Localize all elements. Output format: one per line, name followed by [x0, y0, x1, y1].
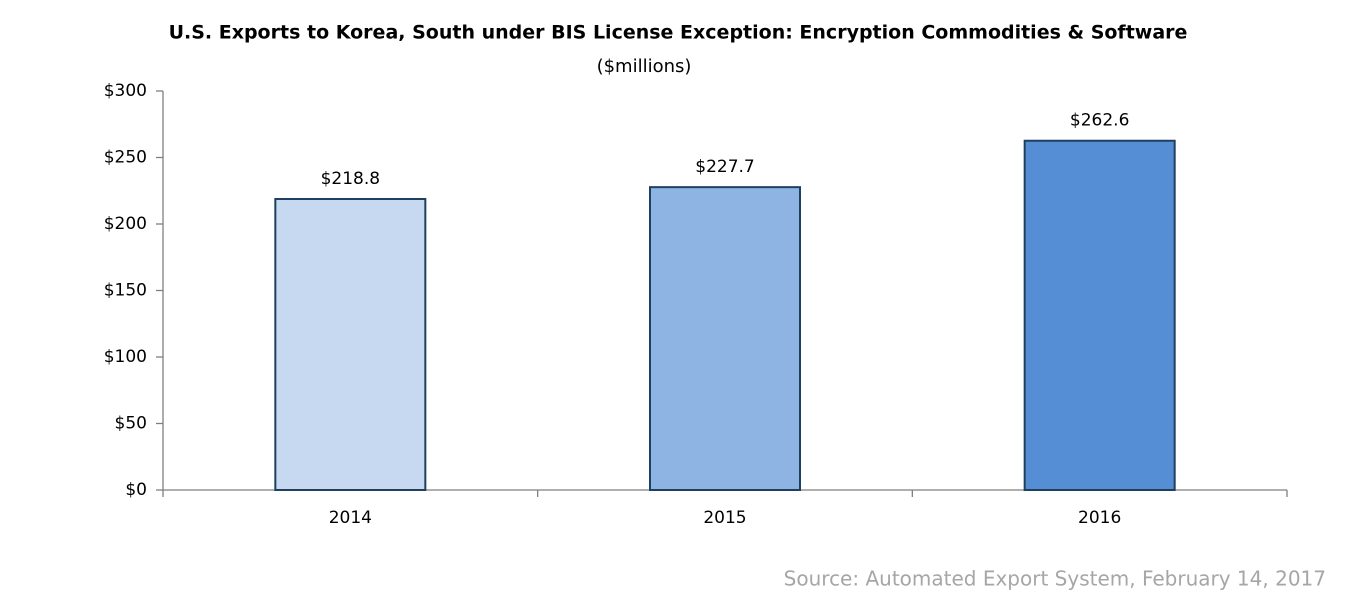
data-label: $262.6 — [1070, 111, 1129, 131]
source-note: Source: Automated Export System, Februar… — [784, 567, 1326, 591]
y-tick-label: $250 — [104, 148, 147, 168]
chart-title: U.S. Exports to Korea, South under BIS L… — [169, 22, 1188, 44]
y-tick-label: $100 — [104, 347, 147, 367]
y-tick-label: $200 — [104, 214, 147, 234]
y-tick-label: $0 — [125, 480, 147, 500]
data-label: $227.7 — [695, 157, 754, 177]
x-tick-label: 2014 — [329, 508, 372, 528]
chart-subtitle: ($millions) — [597, 56, 692, 77]
bar — [649, 186, 801, 491]
x-tick-label: 2016 — [1078, 508, 1121, 528]
data-label: $218.8 — [321, 169, 380, 189]
y-tick-label: $300 — [104, 81, 147, 101]
bar — [274, 197, 427, 491]
bar — [1023, 139, 1176, 491]
x-tick-label: 2015 — [703, 508, 746, 528]
y-tick-label: $50 — [115, 414, 147, 434]
y-tick-label: $150 — [104, 281, 147, 301]
